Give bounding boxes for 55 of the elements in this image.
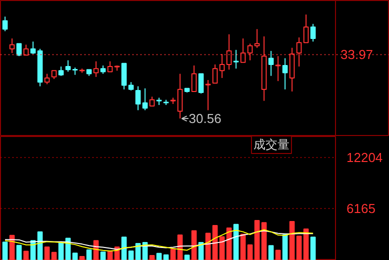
bar	[247, 244, 253, 260]
candlestick	[233, 49, 239, 70]
candlestick	[254, 28, 260, 48]
bar	[254, 220, 260, 260]
bar	[72, 252, 78, 260]
bar	[289, 221, 295, 260]
annotation: 30.56	[188, 111, 222, 126]
bar	[44, 246, 50, 260]
candlestick	[30, 41, 36, 55]
candlestick	[93, 60, 99, 78]
bar	[58, 242, 64, 260]
bar	[51, 252, 57, 260]
bar	[128, 250, 134, 260]
bar	[149, 254, 155, 260]
bar	[275, 250, 281, 260]
candlestick	[212, 64, 218, 84]
candlestick	[205, 80, 211, 111]
candlestick	[177, 73, 183, 120]
candlestick	[44, 73, 50, 85]
bar	[163, 254, 169, 260]
candlestick	[9, 38, 15, 54]
candlestick	[16, 43, 22, 57]
candlestick	[198, 73, 204, 94]
candlestick	[121, 62, 127, 90]
bar	[310, 236, 316, 260]
candlestick	[149, 96, 155, 107]
bar	[268, 245, 274, 260]
bar	[79, 256, 85, 260]
candlestick	[142, 88, 148, 111]
candlestick	[303, 14, 309, 44]
bar	[303, 228, 309, 260]
candlestick	[310, 23, 316, 42]
bar	[296, 236, 302, 260]
bar	[100, 251, 106, 260]
candlestick	[58, 66, 64, 76]
candlestick	[191, 64, 197, 92]
candlestick	[107, 60, 113, 72]
candlestick	[65, 60, 71, 72]
candlestick	[2, 16, 8, 32]
text: 33.97	[340, 47, 374, 62]
candlestick	[135, 86, 141, 111]
y-tick-label: 6165	[346, 200, 376, 216]
chart-title: 成交量	[253, 138, 290, 152]
bar	[23, 250, 29, 260]
y-tick-label: 12204	[346, 150, 383, 166]
bar	[170, 248, 176, 260]
bar	[156, 252, 162, 260]
candlestick	[275, 56, 281, 82]
candlestick	[282, 58, 288, 90]
candlestick	[268, 50, 274, 76]
bar	[2, 242, 8, 260]
bar	[184, 254, 190, 260]
bar	[240, 234, 246, 260]
bar	[16, 244, 22, 260]
bar	[86, 249, 92, 260]
